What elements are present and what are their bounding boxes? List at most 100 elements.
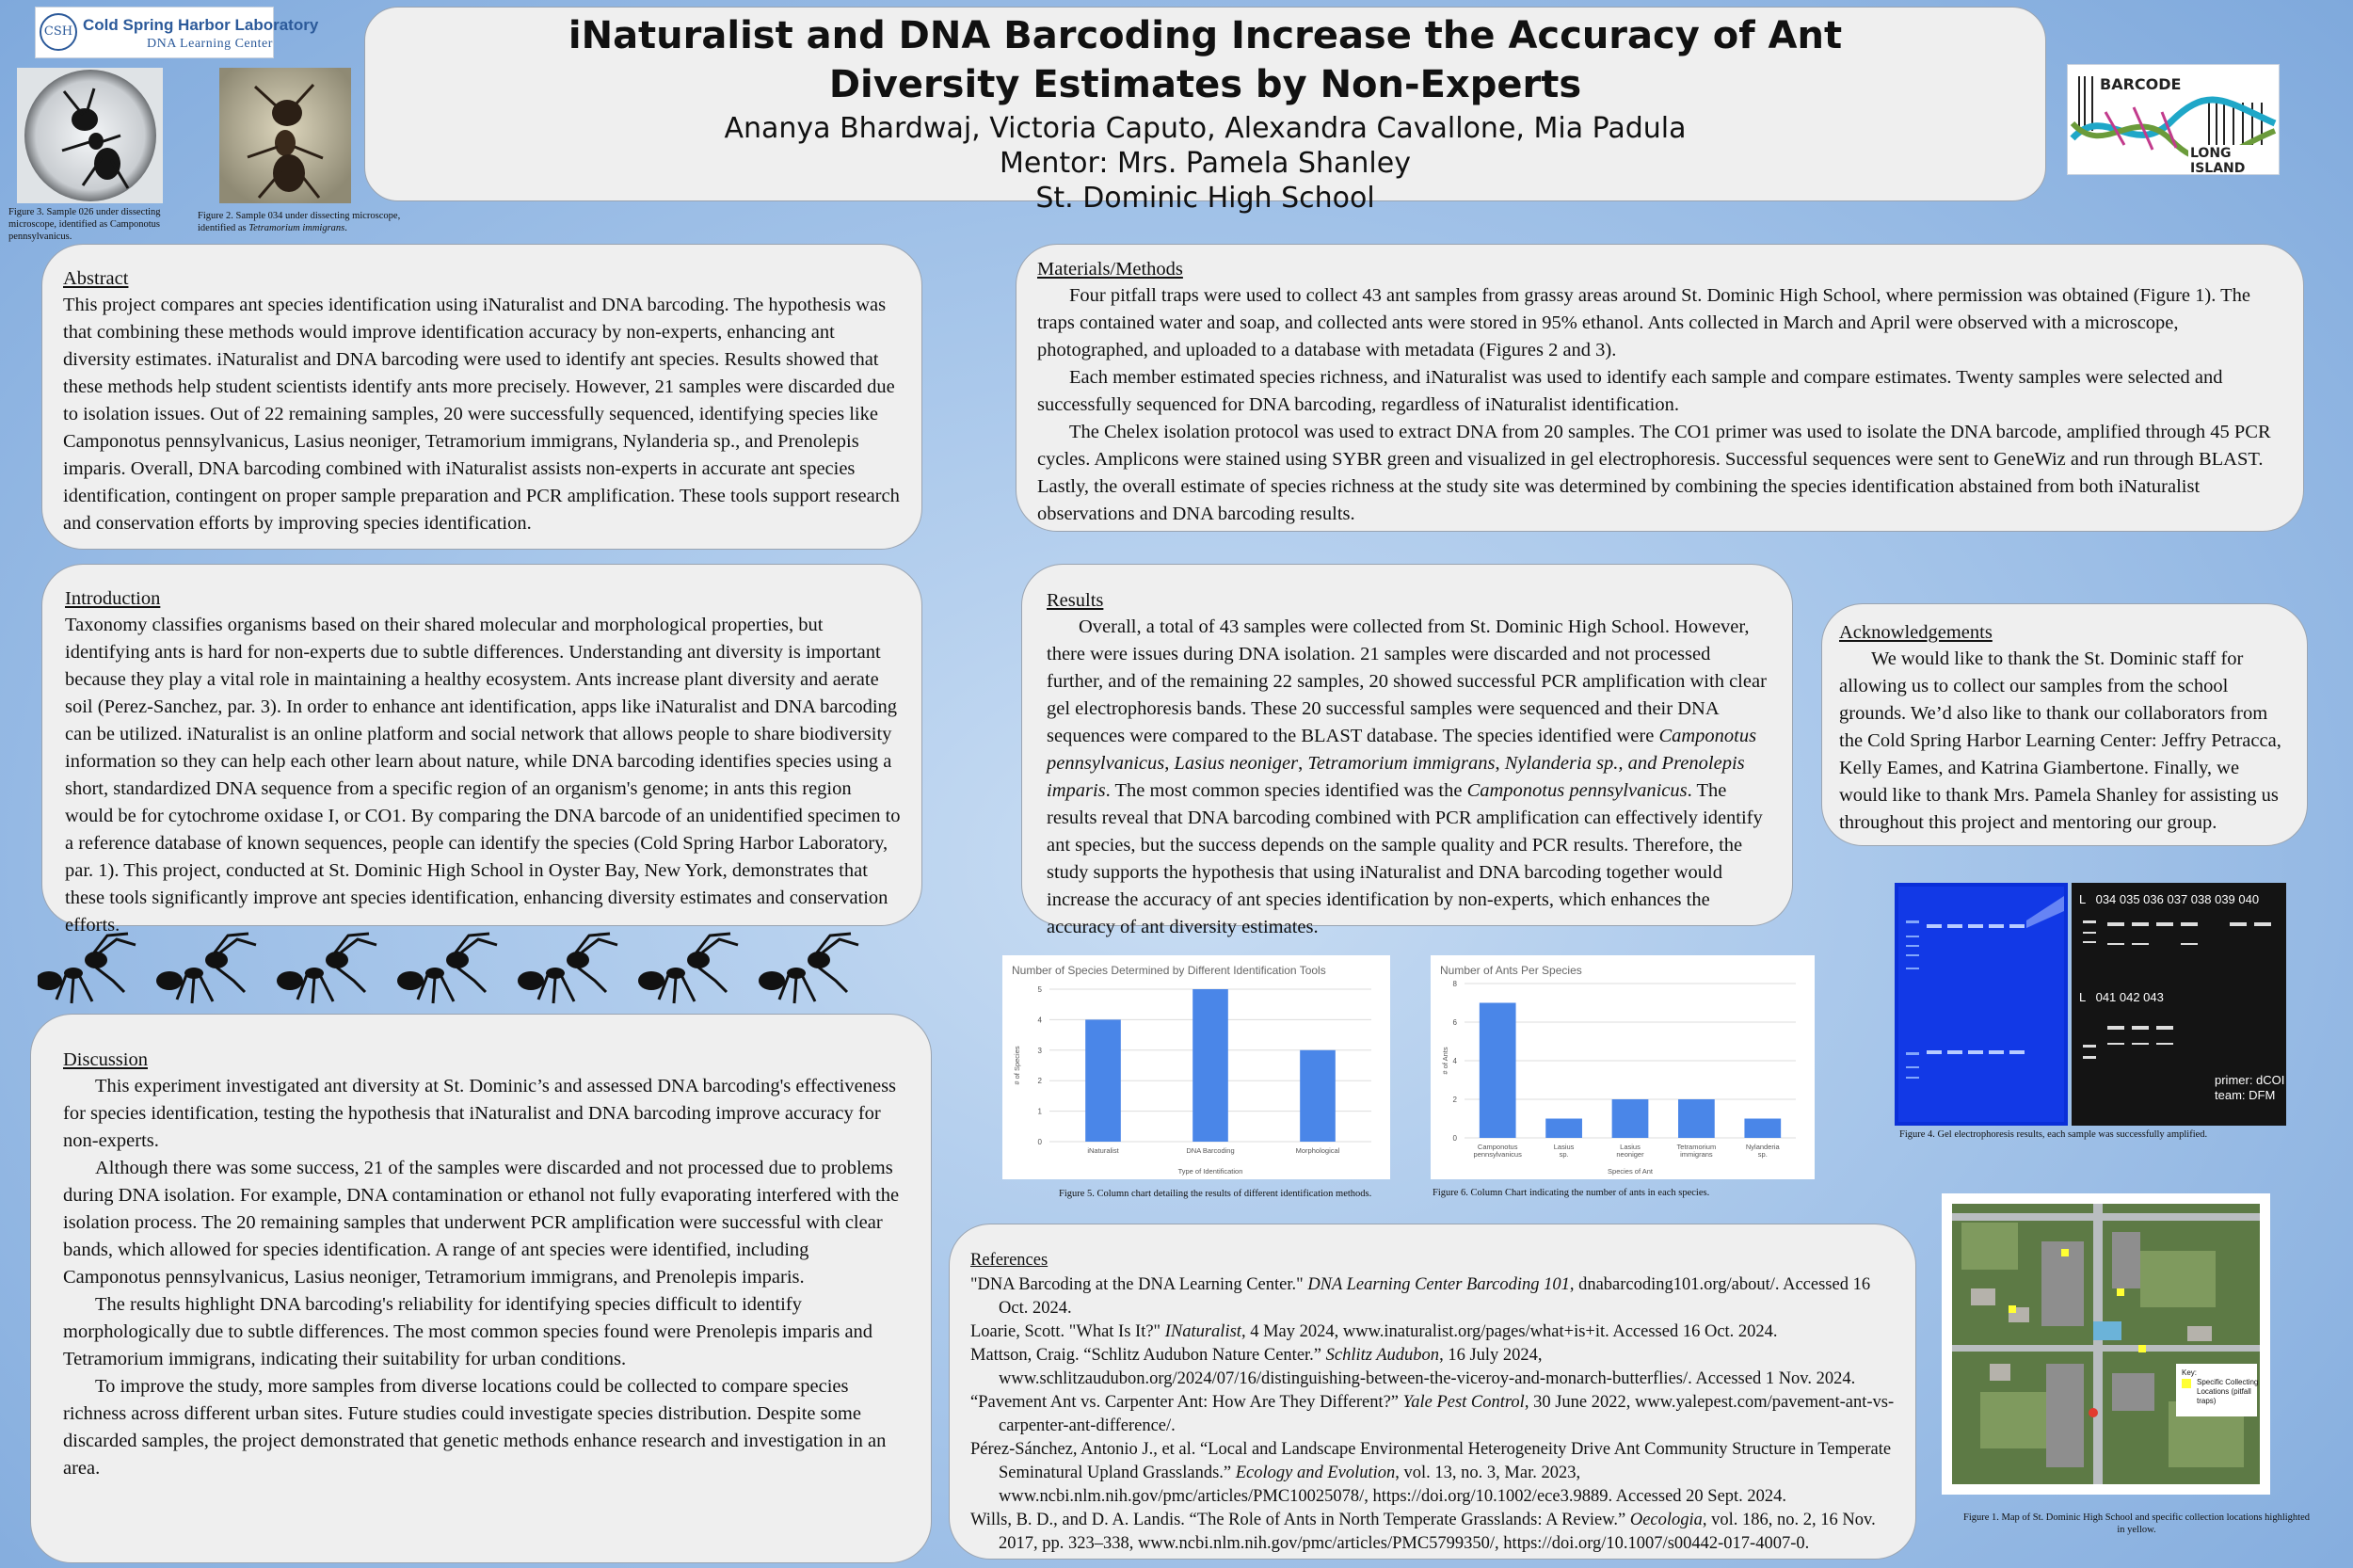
collection-site-map: Key: Specific Collecting Locations (pitf…	[1942, 1193, 2270, 1495]
x-tick-label: Camponotus	[1478, 1143, 1518, 1151]
methods-section: Materials/Methods Four pitfall traps wer…	[1016, 244, 2304, 532]
x-tick-label: immigrans	[1680, 1150, 1713, 1159]
y-tick-label: 6	[1453, 1018, 1458, 1027]
abstract-text: This project compares ant species identi…	[63, 295, 900, 534]
methods-heading: Materials/Methods	[1037, 259, 1183, 280]
reference-item: "DNA Barcoding at the DNA Learning Cente…	[970, 1275, 1871, 1318]
poster-header: iNaturalist and DNA Barcoding Increase t…	[364, 7, 2046, 215]
y-axis-label: # of Ants	[1441, 1047, 1449, 1074]
methods-p3: The Chelex isolation protocol was used t…	[1037, 422, 2271, 524]
csh-seal: CSH	[40, 13, 77, 51]
reference-list: "DNA Barcoding at the DNA Learning Cente…	[970, 1273, 1895, 1556]
abstract-section: Abstract This project compares ant speci…	[41, 244, 922, 550]
references-heading: References	[970, 1251, 1048, 1270]
chart-title: Number of Ants Per Species	[1440, 964, 1582, 977]
figure-5-caption: Figure 5. Column chart detailing the res…	[1059, 1189, 1372, 1199]
bar	[1744, 1118, 1782, 1138]
map-legend-title: Key:	[2182, 1368, 2197, 1377]
chart-title: Number of Species Determined by Differen…	[1012, 964, 1326, 977]
csh-logo: CSH Cold Spring Harbor Laboratory DNA Le…	[35, 7, 318, 58]
x-tick-label: iNaturalist	[1087, 1146, 1119, 1155]
bar	[1545, 1118, 1582, 1138]
poster-school: St. Dominic High School	[1035, 182, 1375, 215]
y-tick-label: 0	[1038, 1138, 1043, 1146]
map-legend-item: Specific Collecting Locations (pitfall t…	[2197, 1378, 2259, 1405]
acknowledgements-text: We would like to thank the St. Dominic s…	[1839, 648, 2281, 833]
x-tick-label: Lasius	[1554, 1143, 1575, 1151]
gel-lane-labels-row1: L 034 035 036 037 038 039 040	[2079, 892, 2259, 906]
chart-identification-tools: Number of Species Determined by Differen…	[1002, 955, 1390, 1179]
figure-1-caption: Figure 1. Map of St. Dominic High School…	[1962, 1512, 2311, 1535]
x-axis-label: Species of Ant	[1608, 1167, 1654, 1176]
introduction-text: Taxonomy classifies organisms based on t…	[65, 615, 901, 936]
figure-3-caption: Figure 3. Sample 026 under dissecting mi…	[8, 207, 161, 242]
discussion-heading: Discussion	[63, 1049, 148, 1070]
abstract-heading: Abstract	[63, 268, 129, 289]
y-tick-label: 4	[1453, 1057, 1458, 1065]
gel-team-label: team: DFM	[2215, 1088, 2275, 1102]
reference-item: Loarie, Scott. "What Is It?" INaturalist…	[970, 1322, 1778, 1341]
bar	[1479, 1002, 1516, 1138]
y-tick-label: 8	[1453, 980, 1458, 988]
acknowledgements-heading: Acknowledgements	[1839, 622, 1993, 643]
gel-electrophoresis-images: L 034 035 036 037 038 039 040 L 041 042 …	[1895, 883, 2286, 1126]
y-tick-label: 1	[1038, 1108, 1043, 1116]
x-tick-label: sp.	[1560, 1150, 1569, 1159]
species-3: Tetramorium immigrans	[1307, 753, 1496, 774]
figure-2-caption: Figure 2. Sample 034 under dissecting mi…	[198, 211, 401, 233]
bar	[1300, 1049, 1336, 1142]
x-axis-label: Type of Identification	[1178, 1167, 1243, 1176]
chart-ants-per-species: Number of Ants Per Species 0 2 4 6 8 Camponotu…	[1431, 955, 1815, 1179]
poster-title: iNaturalist and DNA Barcoding Increase t…	[568, 14, 1843, 106]
y-tick-label: 5	[1038, 985, 1043, 994]
x-tick-label: Morphological	[1296, 1146, 1340, 1155]
species-2: Lasius neoniger	[1174, 753, 1299, 774]
methods-p2: Each member estimated species richness, …	[1037, 367, 2223, 415]
methods-p1: Four pitfall traps were used to collect …	[1037, 285, 2250, 360]
discussion-section: Discussion This experiment investigated …	[30, 1014, 932, 1563]
barcode-logo-line1: BARCODE	[2100, 75, 2182, 93]
gel-lane-labels-row2: L 041 042 043	[2079, 990, 2164, 1004]
figure-4-caption: Figure 4. Gel electrophoresis results, e…	[1899, 1129, 2208, 1140]
species-5: Camponotus pennsylvanicus	[1466, 780, 1688, 801]
bar	[1085, 1019, 1121, 1142]
figure-3-photo	[17, 68, 163, 203]
species-4: Nylanderia sp., and Prenolepis imparis	[1047, 753, 1745, 801]
reference-item: Mattson, Craig. “Schlitz Audubon Nature …	[970, 1346, 1856, 1388]
reference-item: Wills, B. D., and D. A. Landis. “The Rol…	[970, 1511, 1876, 1553]
y-tick-label: 0	[1453, 1134, 1458, 1143]
discussion-p2: Although there was some success, 21 of t…	[63, 1158, 900, 1288]
references-section: References "DNA Barcoding at the DNA Lea…	[949, 1224, 1916, 1560]
introduction-section: Introduction Taxonomy classifies organis…	[41, 564, 922, 936]
bar	[1193, 989, 1228, 1142]
x-tick-label: sp.	[1758, 1150, 1768, 1159]
results-section: Results Overall, a total of 43 samples w…	[1021, 564, 1793, 937]
x-tick-label: Tetramorium	[1677, 1143, 1717, 1151]
reference-item: Pérez‐Sánchez, Antonio J., et al. “Local…	[970, 1440, 1892, 1506]
poster-authors: Ananya Bhardwaj, Victoria Caputo, Alexan…	[724, 112, 1687, 145]
x-tick-label: neoniger	[1616, 1150, 1644, 1159]
x-tick-label: Nylanderia	[1746, 1143, 1781, 1151]
figure-6-caption: Figure 6. Column Chart indicating the nu…	[1433, 1188, 1710, 1198]
y-tick-label: 4	[1038, 1016, 1043, 1024]
gel-primer-label: primer: dCOI	[2215, 1073, 2284, 1087]
csh-subname: DNA Learning Center	[147, 37, 273, 51]
csh-name: Cold Spring Harbor Laboratory	[83, 16, 319, 34]
species-1: Camponotus pennsylvanicus	[1047, 726, 1757, 774]
acknowledgements-section: Acknowledgements We would like to thank …	[1821, 603, 2308, 846]
discussion-p4: To improve the study, more samples from …	[63, 1376, 887, 1479]
barcode-long-island-logo: BARCODE LONG ISLAND	[2067, 64, 2280, 175]
discussion-p1: This experiment investigated ant diversi…	[63, 1076, 897, 1151]
bar	[1678, 1099, 1715, 1138]
x-tick-label: DNA Barcoding	[1186, 1146, 1234, 1155]
discussion-p3: The results highlight DNA barcoding's re…	[63, 1294, 873, 1369]
y-tick-label: 2	[1453, 1096, 1458, 1104]
results-heading: Results	[1047, 590, 1104, 611]
ant-silhouette-row	[34, 932, 889, 1007]
y-axis-label: # of Species	[1013, 1046, 1021, 1085]
poster-mentor: Mentor: Mrs. Pamela Shanley	[1000, 147, 1411, 180]
y-tick-label: 3	[1038, 1047, 1043, 1055]
results-text: Overall, a total of 43 samples were coll…	[1047, 616, 1767, 937]
x-tick-label: pennsylvanicus	[1474, 1150, 1523, 1159]
x-tick-label: Lasius	[1620, 1143, 1641, 1151]
